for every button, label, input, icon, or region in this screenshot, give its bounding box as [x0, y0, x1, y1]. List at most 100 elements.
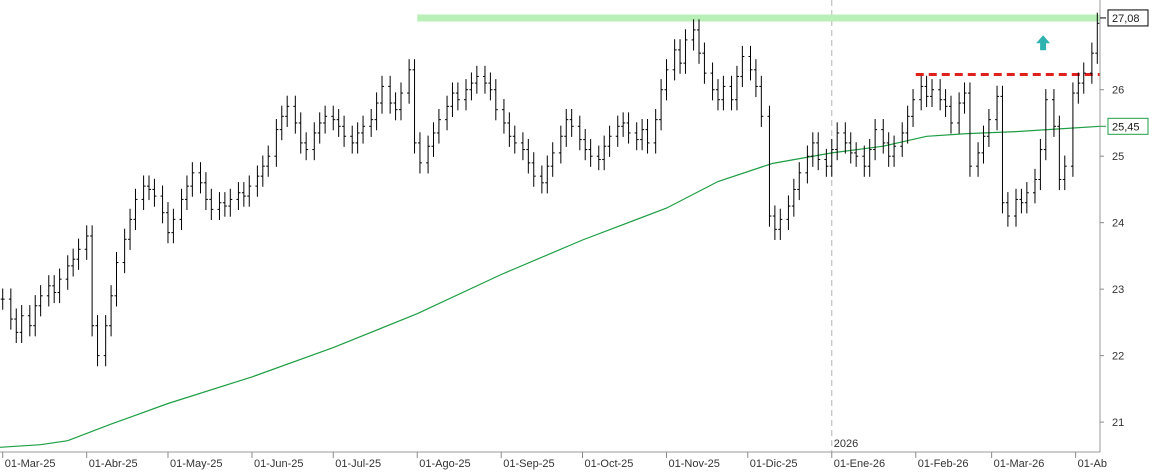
price-bar [184, 175, 189, 211]
price-bar [526, 138, 531, 174]
price-bar [160, 185, 165, 224]
x-tick-label: 01-Mar-26 [994, 458, 1045, 470]
price-bar [46, 275, 51, 307]
price-bar [550, 142, 555, 177]
price-bar [520, 132, 525, 161]
price-bar [924, 75, 929, 108]
price-bar [981, 125, 986, 164]
price-bar [469, 72, 474, 101]
price-bar [919, 75, 924, 111]
price-bar [930, 79, 935, 108]
price-bar [740, 45, 745, 88]
price-bar [824, 148, 829, 177]
price-bar [729, 75, 734, 111]
price-bar [380, 75, 385, 114]
price-bar [133, 188, 138, 230]
price-bar [835, 122, 840, 161]
moving-average-layer [0, 125, 1101, 448]
price-bar [488, 72, 493, 101]
price-bar [331, 105, 336, 131]
price-bar [772, 205, 777, 240]
price-bar [109, 285, 114, 337]
price-bar [431, 122, 436, 157]
price-bar [615, 115, 620, 147]
price-bar [426, 135, 431, 174]
price-bar [260, 155, 265, 187]
price-bar [1005, 192, 1010, 227]
price-bar [455, 82, 460, 111]
price-bar [417, 132, 422, 174]
price-bar [369, 109, 374, 137]
price-bar [539, 165, 544, 194]
price-bar [1057, 115, 1062, 191]
price-bar [905, 105, 910, 144]
price-bar [759, 75, 764, 127]
price-bar [854, 142, 859, 167]
price-bar [209, 188, 214, 221]
price-bar [147, 175, 152, 201]
y-axis-ticks: 21 22 23 24 25 26 [1100, 85, 1124, 429]
price-bar [734, 65, 739, 111]
price-bar [645, 118, 650, 154]
y-tick-label: 23 [1112, 284, 1124, 296]
x-axis-ticks: 01-Mar-25 01-Abr-25 01-May-25 01-Jun-25 01-J… [2, 452, 1107, 470]
y-tick-label: 24 [1112, 218, 1124, 230]
price-bar [241, 182, 246, 207]
y-tick-label: 22 [1112, 351, 1124, 363]
price-bar [678, 39, 683, 74]
price-bar [512, 125, 517, 154]
price-bar [577, 115, 582, 151]
price-bar [564, 109, 569, 147]
price-bar [388, 75, 393, 114]
price-bar [298, 112, 303, 154]
price-bar [293, 95, 298, 134]
price-bar [721, 75, 726, 111]
price-bar [398, 82, 403, 121]
x-tick-label: 01-Abr-25 [89, 458, 138, 470]
price-bar [545, 155, 550, 194]
price-bar [71, 248, 76, 277]
price-bar [957, 92, 962, 134]
price-bar [165, 202, 170, 244]
price-bar [190, 162, 195, 197]
price-bar [948, 95, 953, 134]
price-bar [1089, 42, 1094, 84]
price-bar [531, 152, 536, 187]
price-bar [285, 95, 290, 127]
price-bar [640, 118, 645, 151]
price-bar [1019, 188, 1024, 214]
price-bar [1014, 188, 1019, 227]
price-bar [482, 65, 487, 94]
price-bar [198, 162, 203, 194]
price-bar [702, 42, 707, 84]
price-bar [228, 188, 233, 217]
price-bar [57, 268, 62, 304]
price-bar [1095, 12, 1100, 64]
price-bar [1038, 138, 1043, 191]
price-bar [659, 79, 664, 131]
price-bar [588, 138, 593, 167]
x-tick-label: 01-Dic-25 [750, 458, 798, 470]
price-bar [317, 112, 322, 144]
price-bar [393, 92, 398, 121]
price-bar [1024, 182, 1029, 214]
price-bar [683, 29, 688, 74]
price-bar [810, 132, 815, 167]
price-bar [274, 118, 279, 167]
value-labels: 27,08 25,45 [1100, 9, 1149, 135]
price-bar [753, 59, 758, 98]
price-bar [596, 145, 601, 171]
price-bar [355, 122, 360, 154]
price-bar [653, 109, 658, 154]
price-bar [361, 115, 366, 144]
price-bar [829, 138, 834, 177]
price-bar [255, 165, 260, 197]
moving-average-label-box [1107, 117, 1149, 135]
price-bar [19, 305, 24, 343]
price-bar [569, 109, 574, 137]
x-tick-label: 01-Nov-25 [669, 458, 720, 470]
price-bar [445, 95, 450, 131]
y-tick-label: 26 [1112, 85, 1124, 97]
price-bar [247, 175, 252, 207]
price-bar [691, 19, 696, 51]
